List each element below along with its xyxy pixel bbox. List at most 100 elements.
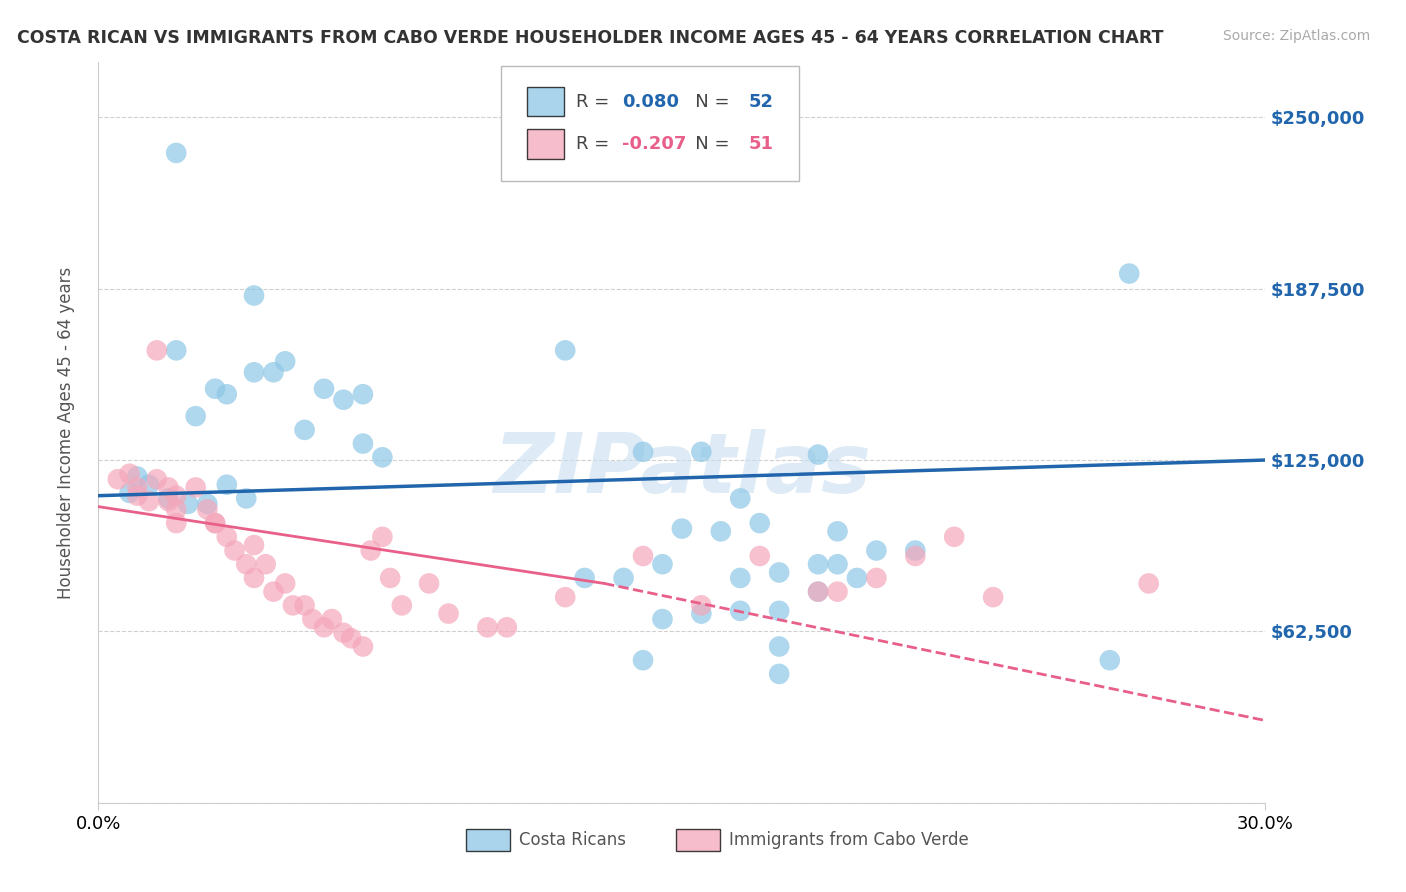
Point [165,145,187,160]
Text: Source: ZipAtlas.com: Source: ZipAtlas.com [1223,29,1371,43]
Point [730,604,752,618]
Point [281,599,304,613]
Text: N =: N = [679,135,735,153]
Point [574,571,596,585]
Point [827,558,849,572]
Point [312,620,335,634]
Point [768,640,790,654]
Point [943,530,966,544]
Point [321,612,343,626]
Point [274,354,297,368]
Text: -0.207: -0.207 [623,135,686,153]
Point [107,472,129,486]
Point [332,392,354,407]
Point [710,524,733,539]
Point [768,667,790,681]
Point [827,584,849,599]
Point [294,599,316,613]
Point [195,502,218,516]
Point [146,343,169,358]
Point [807,558,830,572]
Point [146,472,169,486]
Y-axis label: Householder Income Ages 45 - 64 years: Householder Income Ages 45 - 64 years [56,267,75,599]
Point [1118,267,1140,281]
Point [127,480,149,494]
Point [554,343,576,358]
Point [118,486,141,500]
Point [730,571,752,585]
Point [204,516,226,530]
Point [768,566,790,580]
Point [215,530,238,544]
Point [157,494,180,508]
Point [157,480,180,494]
Point [224,543,246,558]
FancyBboxPatch shape [465,829,510,851]
Point [301,612,323,626]
Point [235,491,257,506]
Point [1098,653,1121,667]
Text: COSTA RICAN VS IMMIGRANTS FROM CABO VERDE HOUSEHOLDER INCOME AGES 45 - 64 YEARS : COSTA RICAN VS IMMIGRANTS FROM CABO VERD… [17,29,1164,46]
Text: 52: 52 [748,93,773,111]
Point [118,467,141,481]
Point [904,549,927,563]
Point [165,343,187,358]
Point [1137,576,1160,591]
Text: Costa Ricans: Costa Ricans [519,830,626,849]
Point [496,620,519,634]
Point [352,387,374,401]
Point [165,502,187,516]
Point [340,632,363,646]
Text: 0.080: 0.080 [623,93,679,111]
Text: R =: R = [575,93,614,111]
Point [215,387,238,401]
Point [631,445,654,459]
Text: N =: N = [679,93,735,111]
Point [243,538,266,552]
Point [865,543,887,558]
Point [477,620,499,634]
Point [204,382,226,396]
Point [352,640,374,654]
Text: Immigrants from Cabo Verde: Immigrants from Cabo Verde [728,830,969,849]
Point [554,590,576,604]
Point [235,558,257,572]
Point [138,477,160,491]
FancyBboxPatch shape [501,66,799,181]
Point [391,599,413,613]
Point [165,516,187,530]
Point [827,524,849,539]
Point [262,584,284,599]
Point [352,436,374,450]
Point [631,653,654,667]
Point [631,549,654,563]
Point [651,612,673,626]
Point [262,365,284,379]
Point [690,599,713,613]
Point [184,480,207,494]
Point [807,448,830,462]
Point [243,571,266,585]
FancyBboxPatch shape [527,129,564,159]
Point [613,571,636,585]
Point [865,571,887,585]
Point [371,530,394,544]
Point [127,469,149,483]
Point [730,491,752,506]
Point [690,607,713,621]
Point [981,590,1004,604]
Point [807,584,830,599]
FancyBboxPatch shape [527,87,564,117]
Point [437,607,460,621]
Point [195,497,218,511]
Point [748,516,770,530]
Point [157,491,180,506]
FancyBboxPatch shape [676,829,720,851]
Point [254,558,277,572]
Point [380,571,402,585]
Point [904,543,927,558]
Point [671,522,693,536]
Point [294,423,316,437]
Point [165,489,187,503]
Point [748,549,770,563]
